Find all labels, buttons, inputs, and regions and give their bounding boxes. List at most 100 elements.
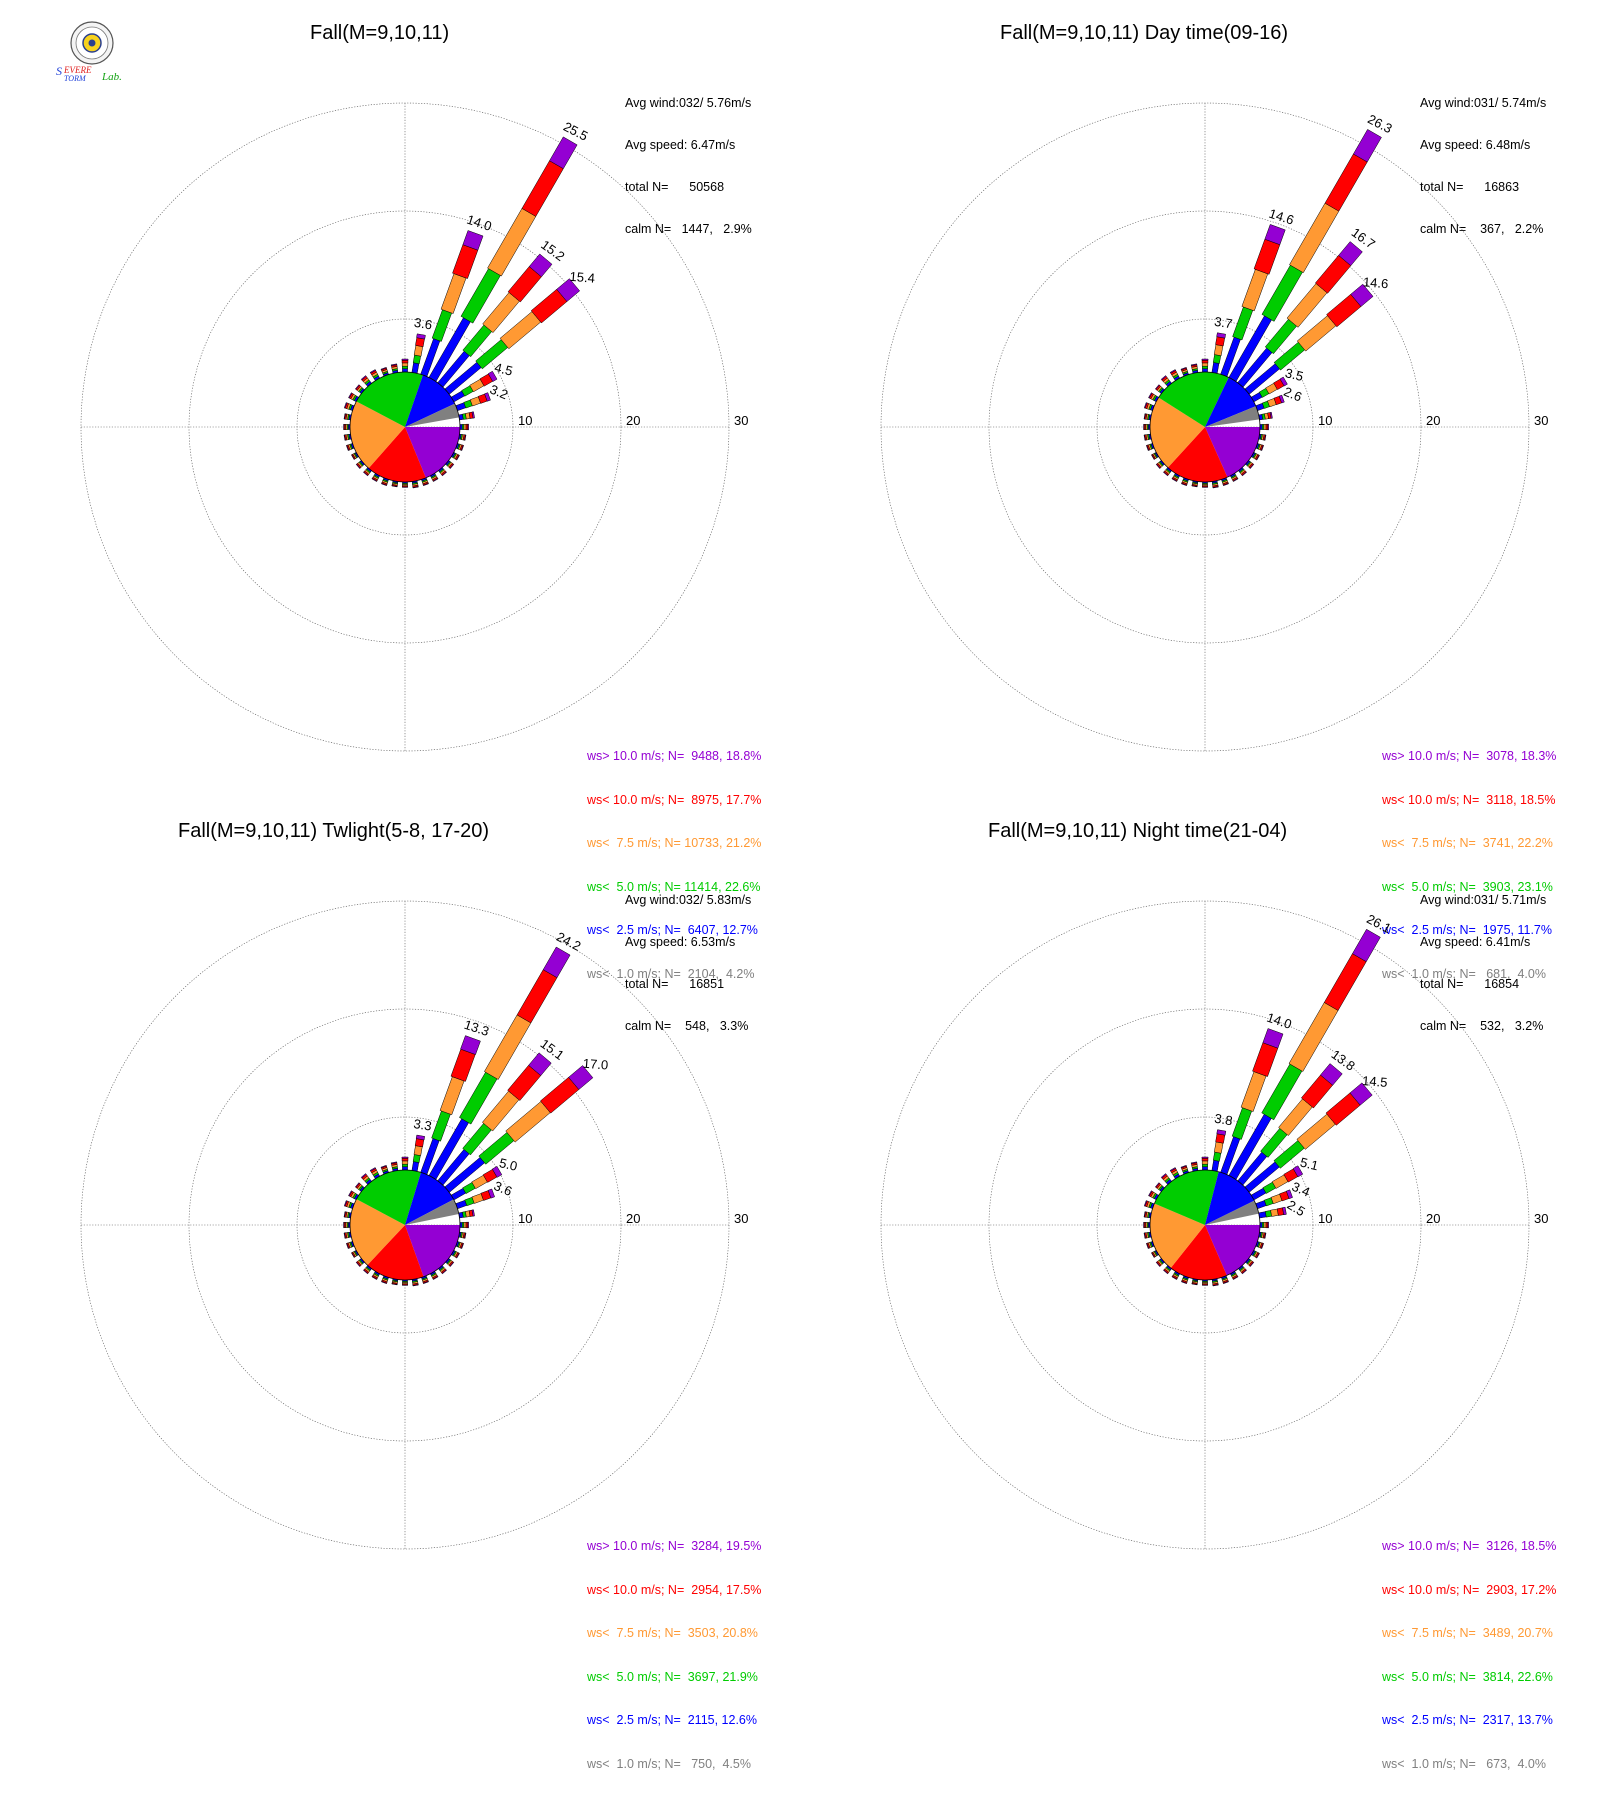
ring-label-10: 10 bbox=[1318, 413, 1332, 428]
band-lt-5 bbox=[461, 1222, 465, 1228]
band-gt-10 bbox=[449, 463, 455, 469]
pie-ws-lt-2-5 bbox=[405, 375, 455, 427]
spoke-260 bbox=[1143, 1231, 1152, 1239]
spoke-20: 14.0 bbox=[1220, 1010, 1294, 1175]
ring-label-30: 30 bbox=[734, 413, 748, 428]
band-gt-10 bbox=[402, 486, 408, 488]
legend-ws-lt-1: ws< 1.0 m/s; N= 2104, 4.2% bbox=[587, 966, 755, 981]
spoke-310 bbox=[1154, 384, 1165, 394]
band-gt-10 bbox=[484, 392, 491, 402]
spoke-30: 26.3 bbox=[1228, 111, 1395, 382]
band-gt-10 bbox=[1143, 1221, 1145, 1229]
band-lt-10 bbox=[465, 423, 469, 431]
band-lt-10 bbox=[1215, 1133, 1226, 1144]
band-gt-10 bbox=[369, 1167, 376, 1172]
spoke-260 bbox=[1143, 433, 1152, 441]
spoke-label: 14.0 bbox=[465, 212, 494, 234]
spoke-170 bbox=[411, 1278, 419, 1287]
band-gt-10 bbox=[1160, 375, 1167, 381]
spoke-350 bbox=[390, 363, 399, 374]
band-lt-7-5 bbox=[1278, 1098, 1313, 1136]
band-gt-10 bbox=[471, 1209, 475, 1217]
band-gt-10 bbox=[1267, 1221, 1269, 1229]
spoke-180 bbox=[1202, 481, 1208, 488]
band-gt-10 bbox=[1201, 1156, 1209, 1159]
pie-outline bbox=[349, 1169, 461, 1281]
band-lt-10 bbox=[401, 360, 409, 364]
pie-ws-gt-10 bbox=[405, 1225, 460, 1277]
band-lt-2-5 bbox=[402, 1166, 408, 1171]
band-gt-10 bbox=[1216, 1129, 1227, 1136]
band-gt-10 bbox=[441, 471, 447, 477]
spoke-150 bbox=[429, 1271, 439, 1280]
band-gt-10 bbox=[1282, 1206, 1287, 1216]
spoke-label: 14.0 bbox=[1265, 1010, 1294, 1032]
pie-ws-lt-5 bbox=[1154, 1170, 1219, 1225]
band-gt-10 bbox=[1171, 477, 1178, 482]
spoke-90 bbox=[1259, 1221, 1269, 1229]
spoke-60: 5.1 bbox=[1250, 1155, 1320, 1201]
band-gt-10 bbox=[1249, 463, 1255, 469]
band-gt-10 bbox=[1353, 129, 1382, 163]
band-gt-10 bbox=[1171, 1275, 1178, 1280]
spoke-280 bbox=[1143, 1211, 1152, 1219]
spoke-130 bbox=[445, 1258, 455, 1267]
band-gt-10 bbox=[1260, 444, 1265, 451]
band-gt-10 bbox=[1267, 423, 1269, 431]
spoke-label: 2.5 bbox=[1285, 1197, 1308, 1219]
legend-ws-gt-10: ws> 10.0 m/s; N= 9488, 18.8% bbox=[587, 749, 762, 763]
pie-ws-gt-10 bbox=[1205, 427, 1260, 478]
spoke-250 bbox=[1145, 443, 1155, 451]
calm-n: calm N= 532, 3.2% bbox=[1420, 1019, 1544, 1033]
center-pie bbox=[349, 1169, 461, 1281]
spoke-180 bbox=[402, 1279, 408, 1286]
total-n: total N= 16851 bbox=[625, 977, 725, 991]
band-gt-10 bbox=[1163, 1269, 1169, 1275]
spoke-300 bbox=[348, 1190, 359, 1201]
band-gt-10 bbox=[1155, 1261, 1161, 1267]
spoke-250 bbox=[345, 1241, 355, 1249]
band-gt-10 bbox=[345, 444, 350, 451]
band-gt-10 bbox=[381, 1280, 388, 1285]
spoke-170 bbox=[1211, 1278, 1219, 1287]
spoke-80 bbox=[458, 1209, 475, 1219]
legend-ws-lt-5: ws< 5.0 m/s; N= 11414, 22.6% bbox=[587, 879, 761, 894]
band-gt-10 bbox=[1352, 928, 1381, 963]
spoke-110 bbox=[1255, 443, 1265, 451]
wind-rose-plot: 10 20 303.814.026.113.814.55.13.42.5 bbox=[880, 900, 1548, 1550]
band-gt-10 bbox=[568, 1065, 594, 1090]
calm-n: calm N= 367, 2.2% bbox=[1420, 222, 1544, 236]
legend-ws-lt-7-5: ws< 7.5 m/s; N= 3503, 20.8% bbox=[587, 1626, 758, 1640]
spoke-90 bbox=[459, 1221, 469, 1229]
band-lt-10 bbox=[1324, 153, 1368, 212]
band-gt-10 bbox=[460, 1242, 465, 1249]
band-lt-7-5 bbox=[413, 345, 424, 357]
band-gt-10 bbox=[528, 253, 553, 278]
pie-outline bbox=[1149, 1169, 1261, 1281]
band-gt-10 bbox=[1169, 369, 1176, 374]
band-gt-10 bbox=[1154, 384, 1160, 390]
band-gt-10 bbox=[1216, 332, 1226, 339]
band-gt-10 bbox=[1190, 363, 1198, 366]
band-gt-10 bbox=[1180, 366, 1187, 371]
band-lt-7-5 bbox=[1289, 202, 1340, 274]
band-gt-10 bbox=[528, 1052, 552, 1076]
band-lt-10 bbox=[1265, 1221, 1269, 1229]
band-gt-10 bbox=[1160, 1173, 1167, 1179]
band-gt-10 bbox=[432, 1275, 439, 1280]
spoke-140 bbox=[438, 1265, 447, 1275]
spoke-250 bbox=[345, 443, 355, 451]
band-gt-10 bbox=[1202, 1284, 1208, 1286]
band-lt-10 bbox=[1253, 238, 1281, 275]
band-gt-10 bbox=[391, 485, 398, 488]
legend-ws-gt-10: ws> 10.0 m/s; N= 3126, 18.5% bbox=[1382, 1539, 1557, 1553]
band-lt-7-5 bbox=[401, 362, 409, 367]
band-gt-10 bbox=[1143, 1200, 1148, 1207]
band-lt-2-5 bbox=[402, 368, 408, 373]
legend-ws-lt-7-5: ws< 7.5 m/s; N= 3741, 22.2% bbox=[1382, 836, 1553, 850]
band-gt-10 bbox=[360, 1173, 367, 1179]
pie-ws-lt-5 bbox=[1158, 372, 1229, 427]
spoke-210 bbox=[1171, 473, 1181, 482]
spoke-20: 13.3 bbox=[420, 1017, 491, 1175]
spoke-0 bbox=[1201, 358, 1209, 373]
